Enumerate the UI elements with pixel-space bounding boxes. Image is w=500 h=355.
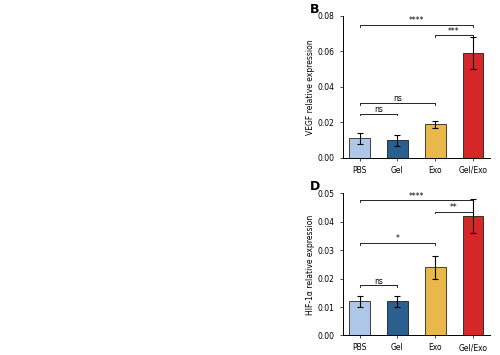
Y-axis label: HIF-1α relative expression: HIF-1α relative expression — [306, 214, 315, 315]
Text: *: * — [396, 234, 400, 243]
Bar — [349, 301, 370, 335]
Text: D: D — [310, 180, 320, 193]
Text: ***: *** — [448, 27, 460, 36]
Text: ****: **** — [408, 16, 424, 25]
Bar — [462, 53, 483, 158]
Bar — [424, 267, 446, 335]
Y-axis label: VEGF relative expression: VEGF relative expression — [306, 39, 315, 135]
Bar — [462, 216, 483, 335]
Text: ns: ns — [374, 105, 383, 114]
Text: **: ** — [450, 203, 458, 212]
Text: ****: **** — [408, 191, 424, 201]
Bar — [349, 138, 370, 158]
Bar — [387, 140, 408, 158]
Bar — [387, 301, 408, 335]
Text: ns: ns — [374, 277, 383, 286]
Text: ns: ns — [393, 94, 402, 103]
Bar — [424, 124, 446, 158]
Text: B: B — [310, 3, 320, 16]
